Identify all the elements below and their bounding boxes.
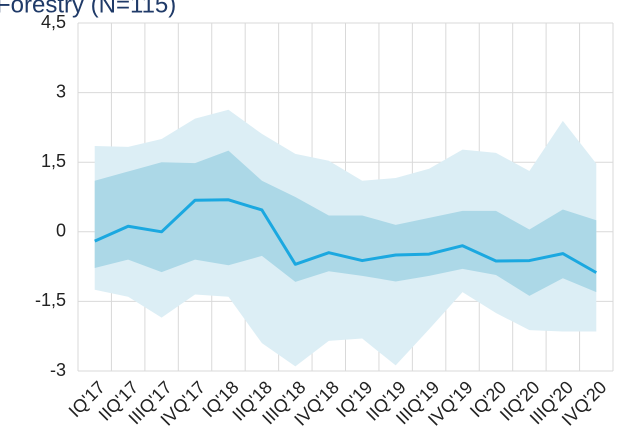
y-tick-label: 4,5 bbox=[41, 12, 66, 32]
chart-title: Forestry (N=115) bbox=[0, 0, 176, 18]
band-area bbox=[94, 150, 597, 296]
y-tick-label: 0 bbox=[56, 221, 66, 241]
y-tick-label: 1,5 bbox=[41, 151, 66, 171]
y-tick-label: -3 bbox=[50, 360, 66, 380]
y-tick-label: 3 bbox=[56, 81, 66, 101]
y-tick-label: -1,5 bbox=[35, 290, 66, 310]
median-line bbox=[94, 198, 598, 274]
